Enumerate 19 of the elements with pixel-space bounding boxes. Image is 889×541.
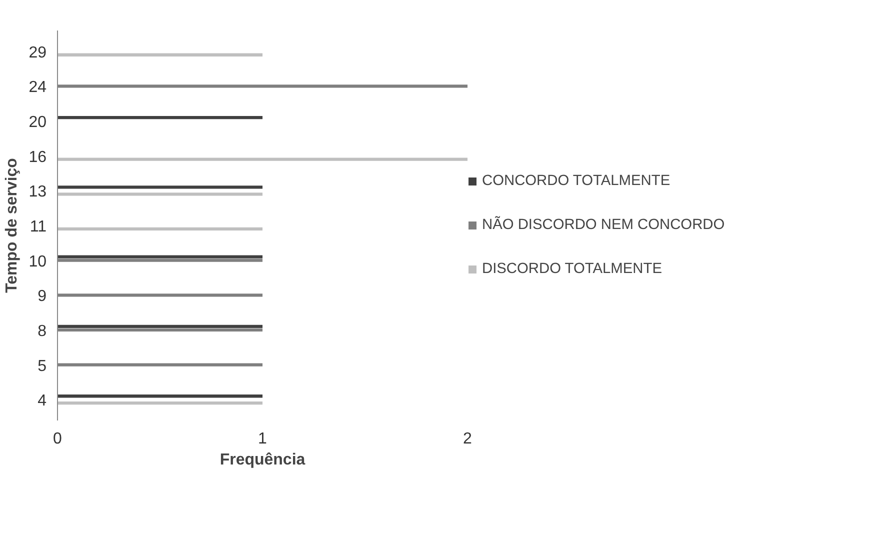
legend-label: DISCORDO TOTALMENTE: [482, 261, 662, 277]
x-tick-label: 0: [53, 430, 62, 448]
y-tick-label: 8: [38, 322, 47, 340]
x-tick-label: 2: [463, 430, 472, 448]
y-tick-label: 24: [28, 79, 47, 96]
y-tick-label: 10: [28, 253, 47, 270]
legend-label: CONCORDO TOTALMENTE: [482, 173, 670, 189]
y-tick-label: 13: [28, 184, 47, 201]
x-tick-label: 1: [258, 430, 268, 448]
y-tick-label: 5: [38, 358, 47, 375]
y-tick-label: 29: [28, 44, 47, 62]
x-axis-title: Frequência: [220, 452, 306, 468]
y-tick-label: 16: [28, 148, 47, 166]
y-axis-title: Tempo de serviço: [4, 158, 21, 293]
y-tick-label: 11: [30, 218, 47, 236]
legend-label: NÃO DISCORDO NEM CONCORDO: [482, 217, 725, 233]
y-tick-label: 20: [28, 114, 47, 132]
y-tick-label: 9: [38, 288, 47, 306]
y-tick-label: 4: [38, 392, 47, 410]
